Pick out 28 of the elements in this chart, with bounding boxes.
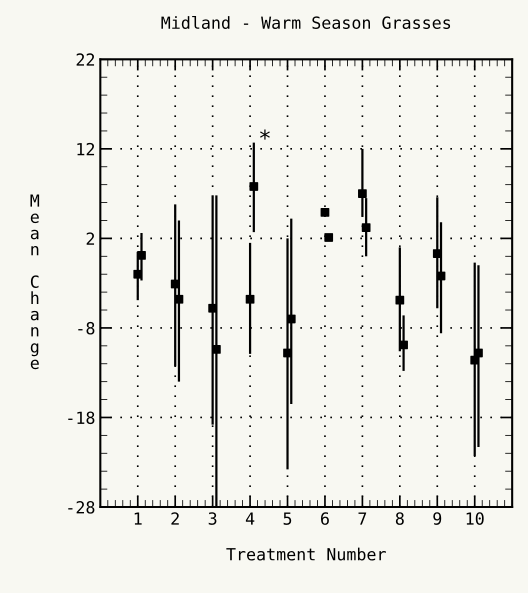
x-tick-label: 9 <box>433 512 442 525</box>
x-axis-title: Treatment Number <box>226 548 386 561</box>
y-tick-label: 2 <box>86 232 94 245</box>
x-tick-label: 1 <box>134 512 142 525</box>
point <box>324 233 334 242</box>
x-tick-label: 4 <box>246 512 254 525</box>
chart-title: Midland - Warm Season Grasses <box>161 16 450 29</box>
x-tick-label: 7 <box>358 512 366 525</box>
point <box>320 208 330 217</box>
annotation: * <box>260 129 270 140</box>
y-tick-label: -28 <box>68 501 94 514</box>
point <box>137 251 146 260</box>
y-tick-label: 12 <box>77 142 94 156</box>
point <box>246 294 254 304</box>
point <box>358 189 367 198</box>
y-tick-label: -18 <box>68 411 94 424</box>
point <box>362 223 371 232</box>
y-tick-label: 22 <box>76 53 94 66</box>
x-tick-label: 10 <box>466 512 484 525</box>
point <box>249 182 258 191</box>
point <box>395 296 404 305</box>
x-tick-label: 3 <box>208 512 216 525</box>
x-tick-label: 6 <box>321 512 329 525</box>
x-tick-label: 5 <box>284 512 292 525</box>
y-tick-label: -8 <box>78 322 94 335</box>
x-tick-label: 8 <box>396 512 404 525</box>
x-tick-label: 2 <box>171 512 179 525</box>
text: Mean Change <box>30 194 40 370</box>
